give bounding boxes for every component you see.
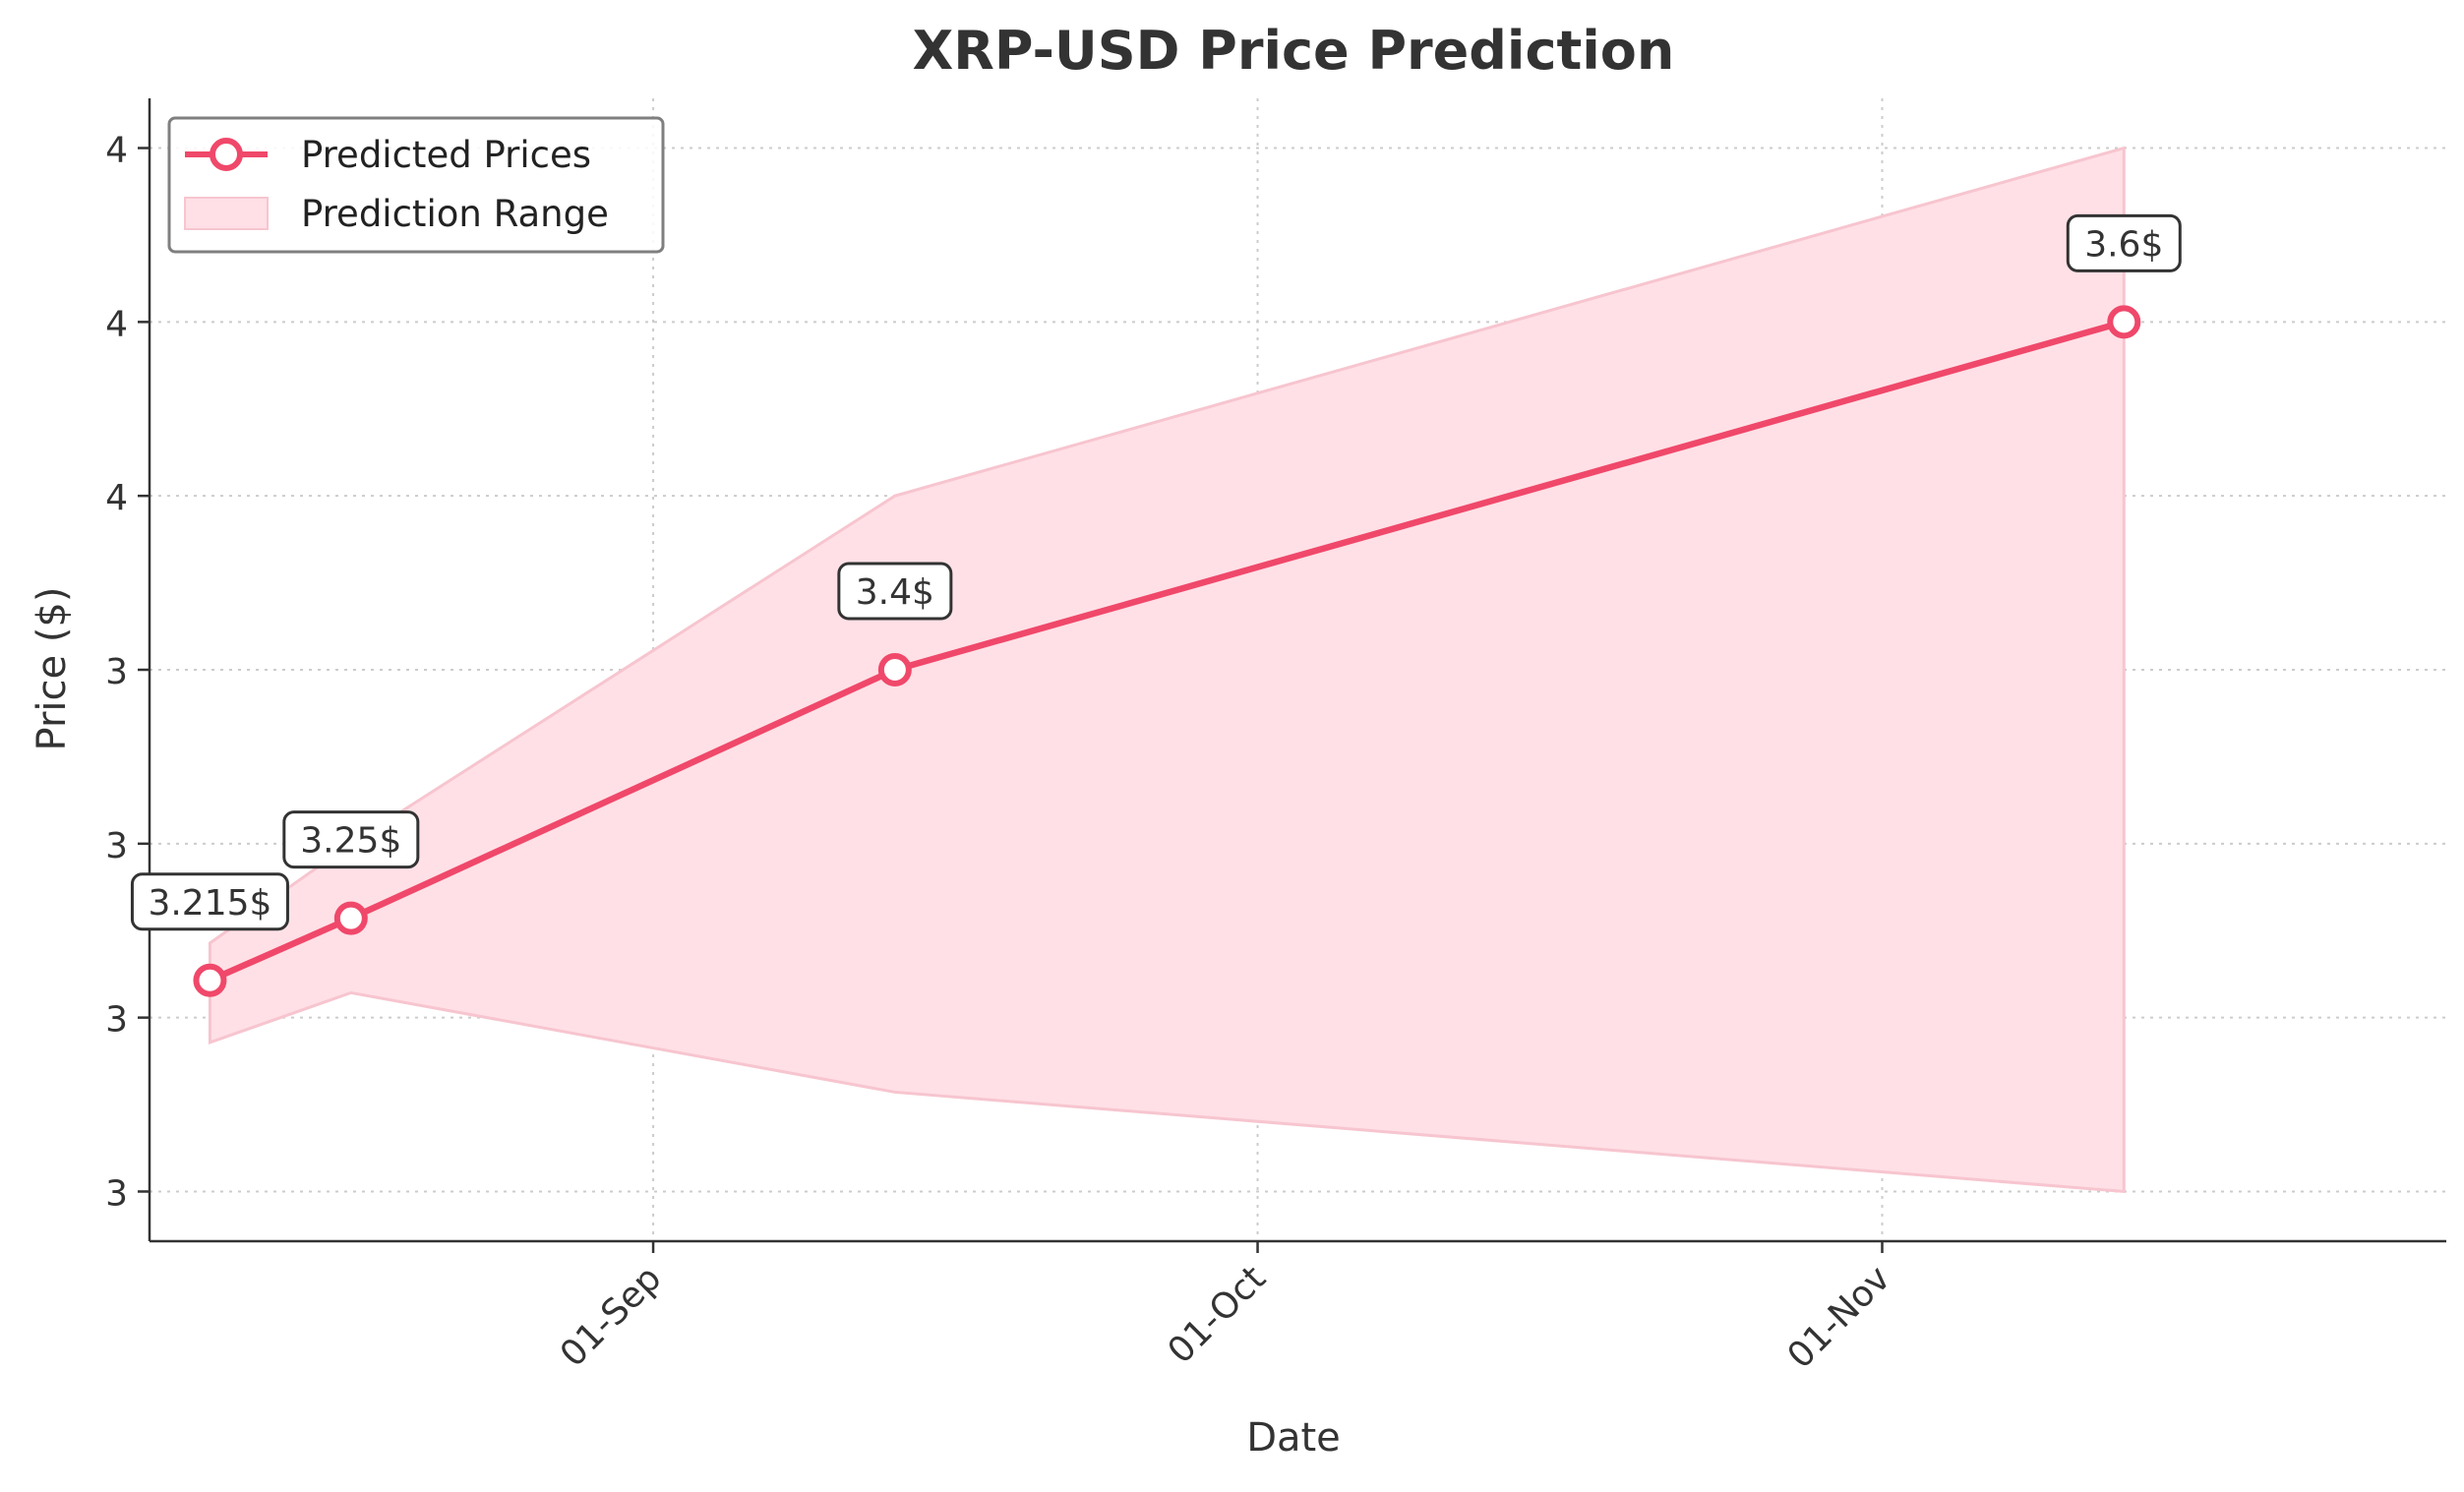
predicted-prices-series [193, 305, 2141, 997]
y-tick-label: 4 [105, 478, 128, 518]
data-label: 3.4$ [856, 572, 934, 613]
y-tick-label: 3 [105, 826, 128, 866]
data-label-box [282, 810, 420, 869]
data-point-marker [333, 901, 368, 935]
predicted-prices-line [209, 319, 2126, 984]
x-tick-label: 01-Sep [553, 1258, 670, 1375]
legend-marker-swatch [210, 138, 243, 171]
data-point-marker [877, 653, 912, 686]
legend-label-prediction-range: Prediction Range [301, 193, 609, 235]
data-label-box [2066, 213, 2182, 272]
chart-title: XRP-USD Price Prediction [913, 20, 1675, 82]
y-tick-label: 3 [105, 652, 128, 692]
legend-range-swatch [184, 197, 269, 230]
data-label-box [130, 872, 289, 931]
y-tick-label: 4 [105, 131, 128, 171]
legend-frame [167, 116, 665, 254]
y-tick-label: 4 [105, 304, 128, 344]
data-point-marker [2107, 305, 2141, 339]
x-tick-label: 01-Nov [1780, 1258, 1898, 1376]
prediction-range-area [208, 146, 2126, 1194]
data-label: 3.215$ [148, 883, 271, 924]
y-axis-label: Price ($) [30, 587, 75, 751]
data-labels: 3.215$ 3.25$ 3.4$ 3.6$ [130, 213, 2182, 931]
data-label: 3.25$ [300, 821, 401, 862]
data-label: 3.6$ [2084, 224, 2163, 265]
prediction-range-polygon [208, 146, 2126, 1194]
data-point-marker [193, 963, 227, 997]
y-tick-label: 3 [105, 1173, 128, 1214]
legend: Predicted Prices Prediction Range [167, 116, 665, 254]
data-label-box [837, 562, 953, 621]
legend-label-predicted-prices: Predicted Prices [301, 134, 591, 176]
x-tick-label: 01-Oct [1161, 1258, 1274, 1371]
x-axis-label: Date [1246, 1415, 1341, 1461]
y-tick-label: 3 [105, 1000, 128, 1041]
